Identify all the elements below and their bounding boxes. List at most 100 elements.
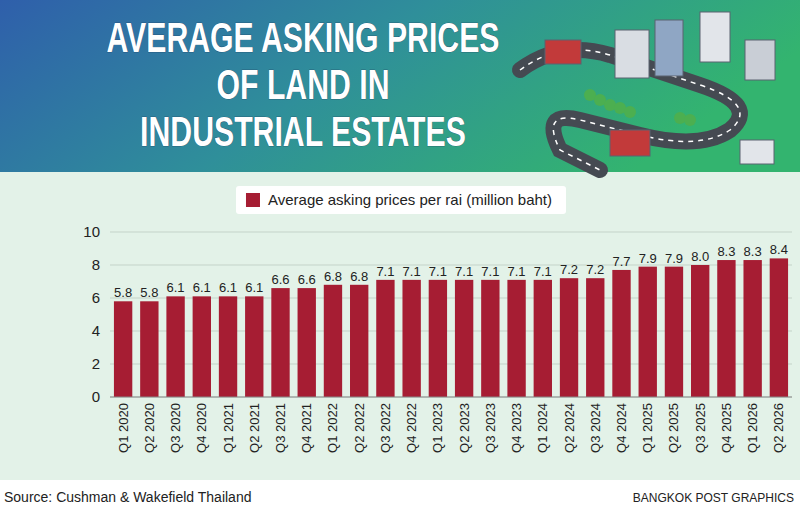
x-tick-label: Q4 2024: [614, 403, 629, 453]
x-tick-label: Q4 2025: [719, 403, 734, 453]
bar: [271, 288, 289, 397]
data-label: 6.1: [193, 280, 211, 295]
y-tick-label: 0: [92, 388, 100, 405]
bar: [481, 280, 499, 397]
y-axis: 0246810: [83, 223, 792, 405]
grid-line: [110, 265, 792, 266]
background: [0, 0, 800, 509]
data-label: 8.0: [691, 249, 709, 264]
bar: [219, 296, 237, 397]
legend-box: [236, 186, 566, 214]
legend-label: Average asking prices per rai (million b…: [268, 191, 552, 208]
x-tick-label: Q4 2020: [194, 403, 209, 453]
x-tick-label: Q1 2025: [640, 403, 655, 453]
y-tick-label: 6: [92, 289, 100, 306]
y-tick-label: 8: [92, 256, 100, 273]
bar: [455, 280, 473, 397]
grid-line: [110, 232, 792, 233]
bar: [507, 280, 525, 397]
data-label: 7.1: [429, 264, 447, 279]
bar: [140, 301, 158, 397]
data-label: 6.6: [298, 272, 316, 287]
x-tick-label: Q2 2023: [457, 403, 472, 453]
tree: [624, 106, 636, 118]
data-label: 7.1: [481, 264, 499, 279]
bar: [350, 285, 368, 397]
x-tick-label: Q3 2023: [483, 403, 498, 453]
data-label: 8.4: [770, 242, 788, 257]
y-tick-label: 10: [83, 223, 100, 240]
bar: [717, 260, 735, 397]
x-tick-label: Q3 2020: [168, 403, 183, 453]
header-band: [0, 0, 800, 172]
bar: [193, 296, 211, 397]
title: INDUSTRIAL ESTATES: [140, 108, 466, 155]
x-tick-label: Q2 2025: [666, 403, 681, 453]
data-label: 8.3: [717, 244, 735, 259]
data-label: 6.8: [350, 269, 368, 284]
building: [610, 130, 650, 156]
x-tick-label: Q1 2024: [535, 403, 550, 453]
x-tick-label: Q2 2020: [142, 403, 157, 453]
data-label: 7.9: [639, 251, 657, 266]
data-label: 7.1: [508, 264, 526, 279]
x-tick-label: Q3 2024: [588, 403, 603, 453]
data-label: 5.8: [114, 285, 132, 300]
data-label: 7.2: [586, 262, 604, 277]
illustration: [520, 12, 775, 170]
data-label: 7.7: [612, 254, 630, 269]
data-label: 7.1: [376, 264, 394, 279]
data-label: 7.1: [403, 264, 421, 279]
data-label: 8.3: [744, 244, 762, 259]
x-tick-label: Q2 2026: [771, 403, 786, 453]
x-tick-label: Q1 2020: [116, 403, 131, 453]
x-tick-label: Q4 2022: [404, 403, 419, 453]
bar: [612, 270, 630, 397]
data-label: 7.1: [534, 264, 552, 279]
data-label: 6.1: [219, 280, 237, 295]
tree: [674, 112, 686, 124]
data-label: 6.1: [167, 280, 185, 295]
bar: [665, 267, 683, 397]
data-label: 7.2: [560, 262, 578, 277]
bar: [114, 301, 132, 397]
x-tick-label: Q1 2021: [221, 403, 236, 453]
data-label: 6.6: [271, 272, 289, 287]
bar: [560, 278, 578, 397]
x-tick-label: Q1 2026: [745, 403, 760, 453]
building: [745, 40, 775, 80]
title-group: AVERAGE ASKING PRICESOF LAND ININDUSTRIA…: [107, 14, 500, 155]
y-tick-label: 4: [92, 322, 100, 339]
x-axis: Q1 2020 Q2 2020 Q3 2020 Q4 2020 Q1 2021 Q2 20…: [110, 397, 792, 453]
bar: [166, 296, 184, 397]
data-label: 5.8: [140, 285, 158, 300]
x-axis-line: [110, 397, 792, 398]
grid-line: [110, 331, 792, 332]
x-tick-label: Q2 2022: [352, 403, 367, 453]
source: Source: Cushman & Wakefield Thailand: [4, 489, 251, 505]
data-label: 6.1: [245, 280, 263, 295]
bar: [298, 288, 316, 397]
building: [545, 40, 581, 64]
bar: [691, 265, 709, 397]
chart: AVERAGE ASKING PRICESOF LAND ININDUSTRIA…: [0, 0, 800, 509]
bar: [376, 280, 394, 397]
bar: [743, 260, 761, 397]
x-tick-label: Q1 2022: [325, 403, 340, 453]
x-tick-label: Q2 2024: [562, 403, 577, 453]
bar: [586, 278, 604, 397]
title: OF LAND IN: [217, 61, 390, 108]
data-label: 7.9: [665, 251, 683, 266]
credit: BANGKOK POST GRAPHICS: [633, 491, 794, 505]
grid-line: [110, 364, 792, 365]
x-tick-label: Q3 2025: [693, 403, 708, 453]
bar: [639, 267, 657, 397]
data-label: 6.8: [324, 269, 342, 284]
title: AVERAGE ASKING PRICES: [107, 14, 500, 61]
bar: [770, 258, 788, 397]
x-tick-label: Q4 2021: [299, 403, 314, 453]
plot-background: [0, 172, 800, 480]
data-label: 7.1: [455, 264, 473, 279]
bar: [245, 296, 263, 397]
bar: [324, 285, 342, 397]
